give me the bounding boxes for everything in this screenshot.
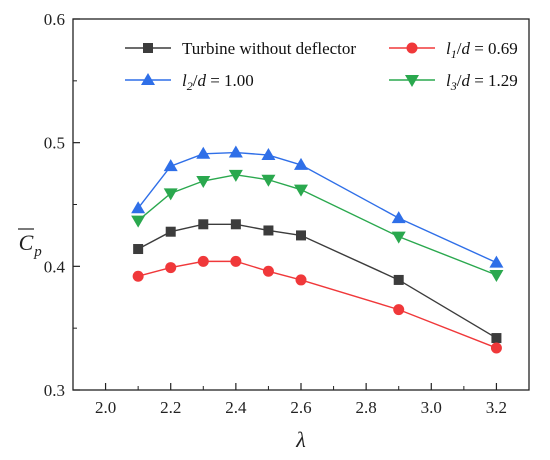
y-tick-label: 0.4 [44,257,66,276]
data-point [198,219,209,230]
data-point [228,145,243,158]
legend-marker [406,42,418,54]
data-point [196,146,211,159]
x-tick-label: 3.0 [421,398,442,417]
x-tick-label: 3.2 [486,398,507,417]
legend-item: l1/d = 0.69 [389,39,518,61]
data-point [261,148,276,161]
data-point [294,157,308,170]
series-line-3 [137,174,497,276]
legend: Turbine without deflector l1/d = 0.69 l2/d… [125,39,518,93]
y-tick-label: 0.5 [44,134,65,153]
legend-label: l3/d = 1.29 [446,71,518,93]
legend-marker [405,75,419,87]
data-point [132,270,144,282]
y-tick-label: 0.3 [44,381,65,400]
data-point [228,169,243,182]
data-point [163,159,178,172]
legend-item: l2/d = 1.00 [125,71,254,93]
data-point [295,274,307,286]
data-point [261,174,276,187]
series-line-2 [137,151,497,264]
legend-label: Turbine without deflector [182,39,356,58]
data-point [163,188,178,201]
data-point [133,244,144,255]
legend-marker [143,43,153,53]
data-point [196,176,211,189]
data-point [131,201,146,214]
x-tick-label: 2.2 [160,398,181,417]
ticks: 2.0 2.2 2.4 2.6 2.8 3.0 3.2 0.3 0.4 0.5 0.6 [44,10,507,417]
data-point [490,342,502,354]
svg-text:C: C [19,230,34,255]
data-point [491,333,502,344]
data-point [393,304,405,316]
x-tick-label: 2.8 [356,398,377,417]
plot-frame [72,18,530,391]
data-point [197,255,209,267]
y-axis-label: C p [18,228,42,260]
legend-label: l2/d = 1.00 [182,71,254,93]
data-point [294,184,308,197]
series-markers [131,145,504,354]
legend-marker [141,73,155,85]
series-lines [137,151,497,349]
data-point [131,215,146,228]
x-axis-label: λ [295,427,306,452]
legend-label: l1/d = 0.69 [446,39,518,61]
data-point [165,226,176,237]
data-point [230,255,242,267]
data-point [489,269,504,282]
svg-text:p: p [33,244,42,260]
series-line-0 [137,223,497,339]
data-point [263,225,274,236]
data-point [262,265,274,277]
x-tick-label: 2.6 [290,398,311,417]
x-tick-label: 2.4 [225,398,247,417]
data-point [393,274,404,285]
data-point [391,231,406,244]
data-point [391,211,406,224]
legend-item: Turbine without deflector [125,39,356,58]
data-point [165,262,177,274]
data-point [296,230,306,241]
x-tick-label: 2.0 [95,398,116,417]
data-point [230,219,241,230]
series-line-1 [137,260,497,349]
y-tick-label: 0.6 [44,10,65,29]
data-point [489,255,504,268]
legend-item: l3/d = 1.29 [389,71,518,93]
